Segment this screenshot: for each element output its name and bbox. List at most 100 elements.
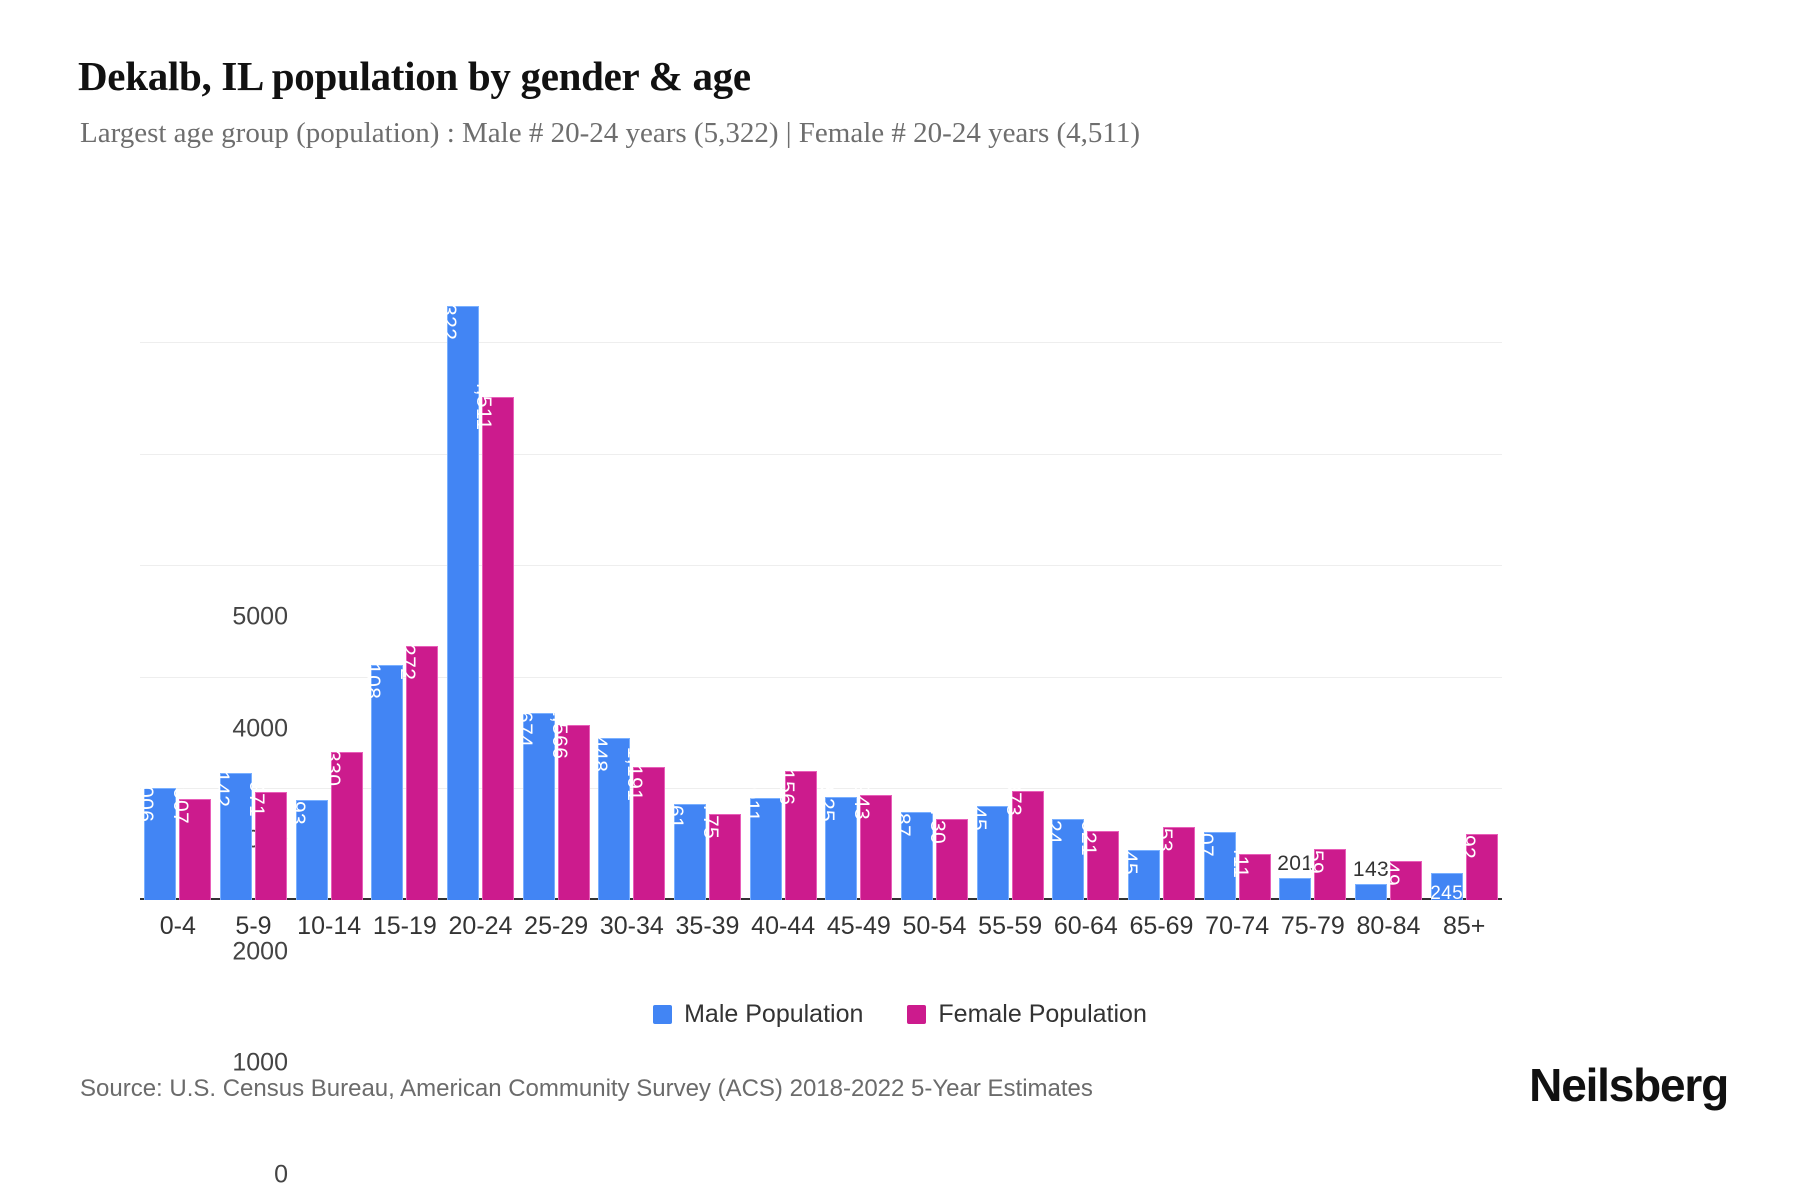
bar-female-20-24[interactable]: 4,511 xyxy=(472,377,514,900)
bar-value-label: 1,674 xyxy=(512,692,536,748)
bar-female-45-49[interactable]: 943 xyxy=(850,784,893,900)
bar-value-label: 724 xyxy=(1042,808,1066,845)
bar-value-label: 971 xyxy=(244,780,268,817)
bar-female-80-84[interactable]: 349 xyxy=(1380,850,1422,900)
bar-female-70-74[interactable]: 411 xyxy=(1229,844,1271,900)
bar-male-30-34[interactable]: 1,448 xyxy=(588,718,631,900)
gridline xyxy=(140,565,1502,567)
bar-value-label: 411 xyxy=(1228,843,1252,879)
x-axis-tick-label: 80-84 xyxy=(1356,912,1421,940)
bar-female-25-29[interactable]: 1,566 xyxy=(548,705,590,900)
source-note: Source: U.S. Census Bureau, American Com… xyxy=(80,1075,1093,1102)
bar-female-0-4[interactable]: 907 xyxy=(169,788,212,900)
y-axis-tick-label: 0 xyxy=(274,1160,288,1189)
bar-group[interactable]: 861 775 xyxy=(664,275,746,900)
bar-male-80-84[interactable]: 143 xyxy=(1353,858,1389,900)
x-axis-tick-label: 35-39 xyxy=(675,912,740,940)
y-axis-tick-label: 5000 xyxy=(232,602,288,631)
bar-value-label: 1,566 xyxy=(547,704,571,760)
bar-value-label: 2,108 xyxy=(361,644,385,700)
x-axis-tick-label: 30-34 xyxy=(599,912,664,940)
bar-group[interactable]: 845 973 xyxy=(967,275,1048,900)
gridline xyxy=(140,341,1502,343)
legend-swatch-male xyxy=(653,1005,673,1024)
bar-group[interactable]: 911 1,156 xyxy=(740,275,821,900)
bar-value-label: 1,142 xyxy=(209,752,233,807)
bar-group[interactable]: 143 349 xyxy=(1351,275,1427,900)
bar-female-60-64[interactable]: 621 xyxy=(1077,820,1120,900)
bar-group[interactable]: 201 459 xyxy=(1275,275,1351,900)
bar-female-30-34[interactable]: 1,191 xyxy=(623,747,666,900)
bar-female-75-79[interactable]: 459 xyxy=(1304,838,1347,900)
bar-male-20-24[interactable]: 5,322 xyxy=(437,286,479,900)
bar-value-label: 143 xyxy=(1352,858,1390,882)
bar-female-10-14[interactable]: 1,330 xyxy=(321,731,363,900)
bar-value-label: 607 xyxy=(1193,821,1217,858)
x-axis-tick-label: 70-74 xyxy=(1205,912,1270,940)
bar-group[interactable]: 445 653 xyxy=(1118,275,1200,900)
legend-item[interactable]: Male Population xyxy=(653,1000,863,1029)
bar-male-10-14[interactable]: 893 xyxy=(286,789,328,900)
bar-value-label: 349 xyxy=(1379,849,1403,887)
bar-value-label: 925 xyxy=(815,785,839,822)
brand-logo: Neilsberg xyxy=(1529,1059,1729,1111)
bar-female-5-9[interactable]: 971 xyxy=(245,781,287,900)
bar-male-5-9[interactable]: 1,142 xyxy=(210,752,252,900)
bar-value-label: 245 xyxy=(1430,882,1464,904)
bar-group[interactable]: 724 621 xyxy=(1042,275,1124,900)
bar-value-label: 1,330 xyxy=(320,731,344,786)
bar-group[interactable]: 787 730 xyxy=(891,275,973,900)
bar-value-label: 775 xyxy=(698,802,722,839)
bar-female-50-54[interactable]: 730 xyxy=(926,807,968,900)
bar-group[interactable]: 925 943 xyxy=(815,275,897,900)
bar-value-label: 621 xyxy=(1077,819,1101,856)
bar-female-85+[interactable]: 592 xyxy=(1456,823,1498,900)
bar-male-35-39[interactable]: 861 xyxy=(664,793,706,900)
x-axis-tick-label: 45-49 xyxy=(826,912,891,940)
chart-plot-area: 1,006 907 1,142 971 893 1,330 2,108 2,272 5,322 4… xyxy=(134,275,1502,904)
bar-male-60-64[interactable]: 724 xyxy=(1042,808,1085,900)
bar-male-15-19[interactable]: 2,108 xyxy=(361,644,404,900)
bar-male-70-74[interactable]: 607 xyxy=(1194,821,1236,900)
bar-female-15-19[interactable]: 2,272 xyxy=(396,626,439,900)
legend-label: Male Population xyxy=(684,1000,864,1028)
bar-value-label: 445 xyxy=(1117,839,1141,876)
bar-female-40-44[interactable]: 1,156 xyxy=(775,751,817,900)
x-axis-tick-label: 5-9 xyxy=(235,912,272,940)
chart-legend: Male Population Female Population xyxy=(0,1000,1800,1029)
bar-male-50-54[interactable]: 787 xyxy=(891,801,933,900)
bar-group[interactable]: 893 1,330 xyxy=(286,275,367,900)
bar-male-75-79[interactable]: 201 xyxy=(1277,852,1313,900)
bar-value-label: 1,448 xyxy=(588,718,612,773)
y-axis-tick-label: 1000 xyxy=(232,1048,288,1077)
legend-item[interactable]: Female Population xyxy=(907,1000,1147,1029)
bar-group[interactable]: 2,108 2,272 xyxy=(361,275,443,900)
bar-male-25-29[interactable]: 1,674 xyxy=(513,693,555,900)
x-axis-tick-label: 65-69 xyxy=(1129,912,1194,940)
bar-female-35-39[interactable]: 775 xyxy=(699,802,741,900)
bar-male-55-59[interactable]: 845 xyxy=(967,795,1009,900)
bar-group[interactable]: 5,322 4,511 xyxy=(437,275,519,900)
bar-group[interactable]: 1,674 1,566 xyxy=(513,275,594,900)
bar-male-0-4[interactable]: 1,006 xyxy=(134,767,177,900)
bar-male-40-44[interactable]: 911 xyxy=(740,788,782,900)
bar-value-label: 1,191 xyxy=(623,746,647,802)
bar-female-55-59[interactable]: 973 xyxy=(1002,780,1044,900)
x-axis-tick-label: 40-44 xyxy=(751,912,816,940)
bar-male-85+[interactable]: 245 xyxy=(1430,872,1463,904)
bar-group[interactable]: 245 592 xyxy=(1426,275,1502,904)
x-axis-tick-label: 60-64 xyxy=(1053,912,1118,940)
bar-value-label: 730 xyxy=(925,807,949,844)
bar-male-45-49[interactable]: 925 xyxy=(815,786,858,900)
bar-value-label: 201 xyxy=(1277,851,1314,875)
bar-male-65-69[interactable]: 445 xyxy=(1118,839,1160,900)
bar-group[interactable]: 1,142 971 xyxy=(210,275,292,900)
bar-value-label: 1,006 xyxy=(134,767,158,823)
x-axis-tick-label: 0-4 xyxy=(159,912,196,940)
bar-group[interactable]: 1,006 907 xyxy=(134,275,216,900)
page-subtitle: Largest age group (population) : Male # … xyxy=(80,117,1140,149)
bar-group[interactable]: 607 411 xyxy=(1194,275,1275,900)
bar-group[interactable]: 1,448 1,191 xyxy=(588,275,670,900)
bar-value-label: 861 xyxy=(663,792,687,830)
bar-female-65-69[interactable]: 653 xyxy=(1153,816,1195,900)
